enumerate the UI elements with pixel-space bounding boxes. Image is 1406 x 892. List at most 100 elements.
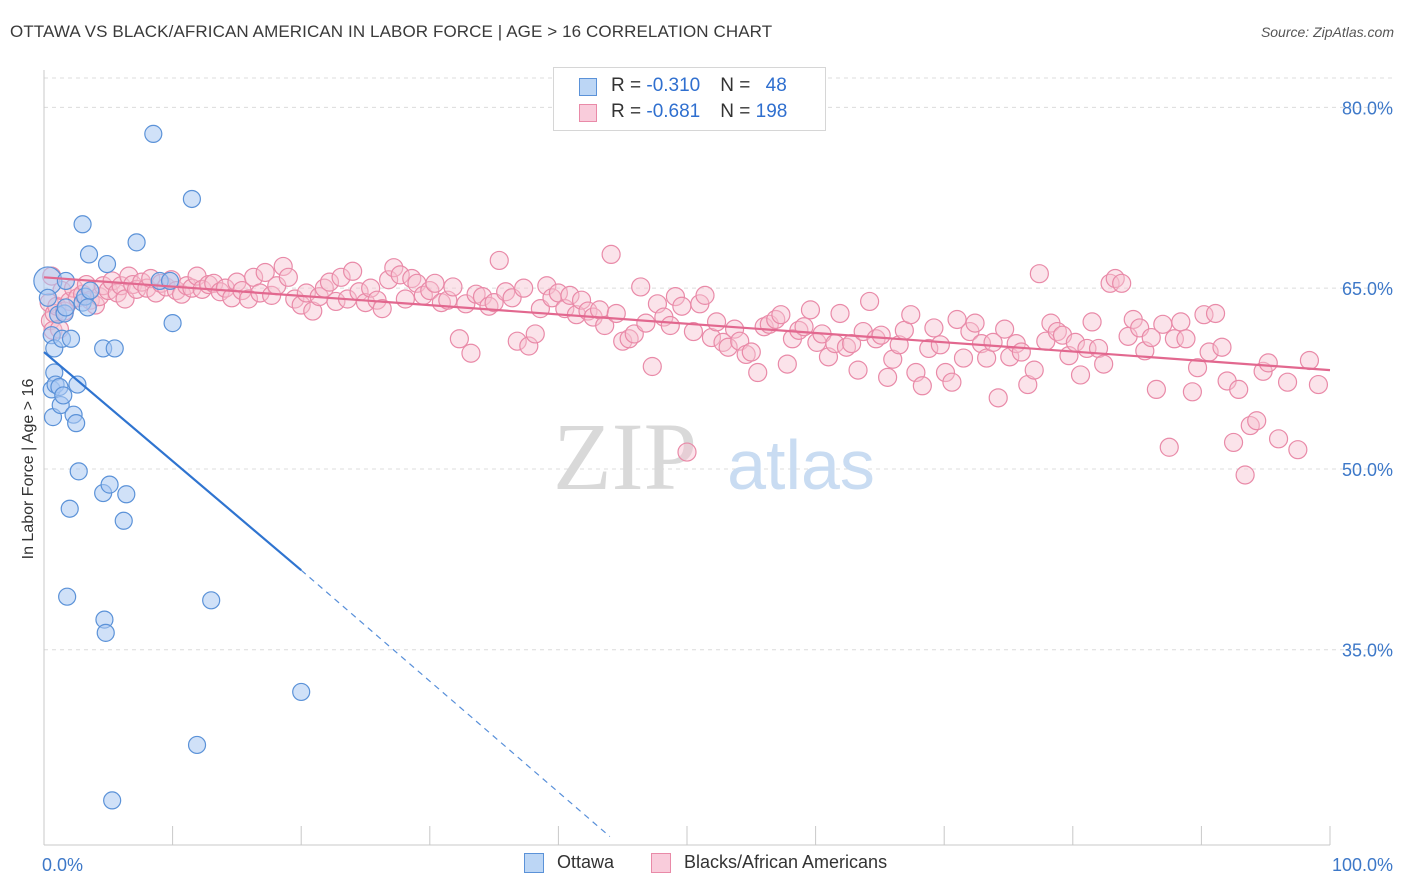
ottawa-point bbox=[58, 587, 77, 606]
black-point bbox=[525, 324, 545, 344]
black-point bbox=[461, 343, 481, 363]
ottawa-point bbox=[67, 414, 86, 433]
black-point bbox=[1299, 350, 1320, 371]
black-point bbox=[1024, 360, 1044, 380]
black-point bbox=[472, 286, 493, 307]
black-point bbox=[326, 291, 346, 312]
black-point bbox=[901, 305, 921, 325]
series-ottawa-points bbox=[33, 124, 311, 810]
legend: R = -0.310 N = 48 R = -0.681 N = 198 bbox=[553, 67, 826, 131]
black-point bbox=[595, 315, 615, 336]
black-point bbox=[724, 319, 745, 339]
black-point bbox=[1070, 365, 1091, 385]
black-point bbox=[238, 289, 259, 309]
ottawa-point bbox=[56, 298, 75, 317]
black-point bbox=[1187, 358, 1208, 378]
ottawa-point bbox=[56, 271, 75, 291]
black-point bbox=[361, 278, 381, 298]
black-point bbox=[836, 337, 857, 357]
black-point bbox=[777, 354, 797, 374]
black-point bbox=[331, 267, 351, 287]
ottawa-point bbox=[97, 254, 117, 274]
black-point bbox=[1268, 429, 1289, 449]
black-point bbox=[355, 293, 376, 313]
black-point bbox=[631, 277, 651, 297]
black-point bbox=[1164, 329, 1184, 349]
ottawa-point bbox=[103, 791, 122, 810]
ottawa-point bbox=[117, 485, 136, 504]
black-point bbox=[273, 256, 293, 277]
ottawa-point bbox=[81, 281, 100, 300]
y-axis-label: In Labor Force | Age > 16 bbox=[20, 378, 37, 560]
y-tick-label: 80.0% bbox=[1342, 98, 1393, 118]
black-point bbox=[319, 272, 340, 292]
black-point bbox=[1146, 379, 1166, 400]
black-point bbox=[636, 313, 656, 333]
black-point bbox=[718, 337, 738, 357]
ottawa-point bbox=[68, 375, 87, 394]
black-point bbox=[571, 290, 592, 310]
chart-title: OTTAWA VS BLACK/AFRICAN AMERICAN IN LABO… bbox=[10, 22, 773, 41]
black-point bbox=[1288, 440, 1308, 460]
ottawa-trend-line bbox=[43, 351, 302, 572]
black-point bbox=[1205, 303, 1226, 324]
black-point bbox=[514, 278, 534, 298]
black-point bbox=[1011, 342, 1031, 362]
black-point bbox=[871, 325, 891, 345]
black-point bbox=[995, 319, 1015, 339]
ottawa-point bbox=[105, 339, 124, 358]
black-point bbox=[677, 442, 697, 462]
black-point bbox=[642, 356, 662, 377]
ottawa-point bbox=[182, 189, 201, 209]
legend-swatch-black bbox=[579, 104, 597, 122]
ottawa-point bbox=[163, 314, 182, 333]
black-point bbox=[660, 315, 680, 336]
x-tick-label: 100.0% bbox=[1332, 855, 1393, 875]
bottom-legend-swatch-black bbox=[651, 853, 671, 873]
black-point bbox=[1229, 379, 1249, 400]
y-axis-label-wrap: In Labor Force | Age > 16 bbox=[17, 270, 41, 670]
black-point bbox=[343, 261, 363, 281]
y-tick-label: 50.0% bbox=[1342, 460, 1393, 480]
black-point bbox=[379, 270, 399, 290]
black-point bbox=[912, 376, 932, 396]
legend-label-black: R = -0.681 N = 198 bbox=[611, 101, 788, 122]
black-point bbox=[1094, 354, 1114, 374]
black-point bbox=[560, 285, 580, 305]
black-point bbox=[930, 335, 950, 355]
ottawa-point bbox=[127, 233, 146, 252]
black-point bbox=[748, 362, 768, 383]
bottom-legend-swatch-ottawa bbox=[524, 853, 544, 873]
ottawa-point bbox=[78, 298, 97, 317]
black-point bbox=[425, 273, 445, 293]
black-point bbox=[1247, 411, 1267, 431]
black-point bbox=[601, 244, 621, 265]
series-black-points bbox=[39, 244, 1329, 485]
black-point bbox=[1308, 374, 1329, 395]
black-point bbox=[384, 258, 404, 278]
black-point bbox=[754, 317, 774, 337]
black-point bbox=[878, 367, 898, 387]
watermark-zip: ZIP bbox=[553, 403, 697, 510]
black-point bbox=[830, 303, 850, 324]
black-point bbox=[741, 342, 761, 362]
ottawa-point bbox=[69, 462, 88, 481]
black-point bbox=[1258, 353, 1278, 373]
black-point bbox=[1112, 273, 1132, 293]
black-point bbox=[919, 338, 939, 359]
black-point bbox=[965, 313, 985, 333]
bottom-legend-label-black: Blacks/African Americans bbox=[684, 852, 888, 872]
black-trend-line bbox=[43, 276, 1331, 372]
black-point bbox=[665, 286, 686, 307]
source-note: Source: ZipAtlas.com bbox=[1260, 24, 1394, 40]
black-point bbox=[519, 336, 539, 356]
ottawa-point bbox=[61, 329, 81, 348]
ottawa-point bbox=[187, 735, 207, 755]
legend-swatch-ottawa bbox=[579, 78, 597, 96]
black-point bbox=[988, 388, 1008, 408]
black-point bbox=[390, 265, 410, 285]
black-point bbox=[1159, 437, 1179, 457]
black-point bbox=[1212, 337, 1232, 357]
black-point bbox=[953, 348, 974, 368]
black-point bbox=[449, 329, 469, 349]
